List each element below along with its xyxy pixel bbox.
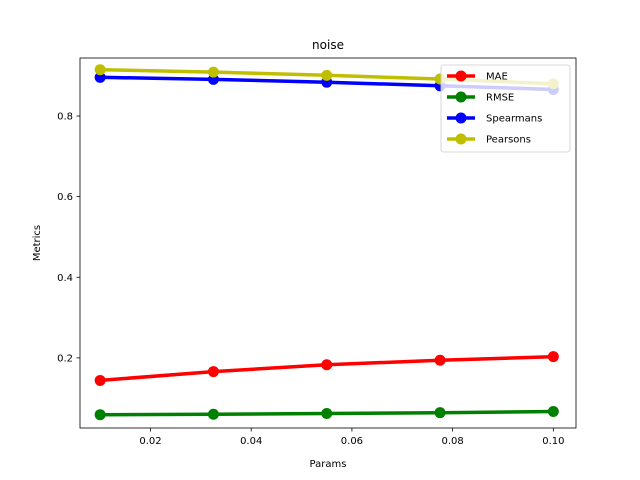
y-tick-label: 0.8 — [57, 112, 73, 123]
y-axis: 0.2 0.4 0.6 0.8 — [57, 112, 80, 364]
y-tick-label: 0.4 — [57, 273, 73, 284]
data-point-mae — [207, 366, 219, 378]
data-point-rmse — [547, 405, 559, 417]
legend-label-pearsons: Pearsons — [486, 135, 531, 146]
data-point-mae — [434, 354, 446, 366]
data-point-spearmans — [94, 71, 106, 83]
y-tick-label: 0.2 — [57, 353, 73, 364]
plot-frame — [79, 57, 577, 429]
y-axis-label: Metrics — [32, 225, 43, 261]
data-point-pearsons — [321, 69, 333, 81]
data-point-mae — [94, 374, 106, 386]
x-tick-label: 0.08 — [441, 436, 463, 447]
legend-label-rmse: RMSE — [486, 93, 514, 104]
data-point-rmse — [94, 409, 106, 421]
data-point-pearsons — [207, 66, 219, 78]
data-point-rmse — [207, 408, 219, 420]
y-tick-label: 0.6 — [57, 192, 73, 203]
chart-title: noise — [312, 38, 344, 52]
legend-marker-pearsons — [455, 133, 467, 145]
x-tick-label: 0.06 — [341, 436, 363, 447]
x-tick-label: 0.10 — [542, 436, 564, 447]
legend-label-mae: MAE — [486, 72, 508, 83]
data-point-mae — [547, 351, 559, 363]
data-point-rmse — [434, 407, 446, 419]
legend-marker-spearmans — [455, 112, 467, 124]
legend-marker-rmse — [455, 91, 467, 103]
x-tick-label: 0.04 — [240, 436, 262, 447]
legend: MAE RMSE Spearmans Pearsons — [440, 64, 571, 153]
legend-box — [440, 64, 571, 153]
data-point-rmse — [321, 407, 333, 419]
data-point-pearsons — [94, 64, 106, 76]
x-axis: 0.02 0.04 0.06 0.08 0.10 — [139, 428, 564, 447]
x-tick-label: 0.02 — [139, 436, 161, 447]
x-axis-label: Params — [310, 459, 347, 470]
legend-label-spearmans: Spearmans — [486, 114, 542, 125]
data-point-mae — [321, 359, 333, 371]
legend-marker-mae — [455, 70, 467, 82]
